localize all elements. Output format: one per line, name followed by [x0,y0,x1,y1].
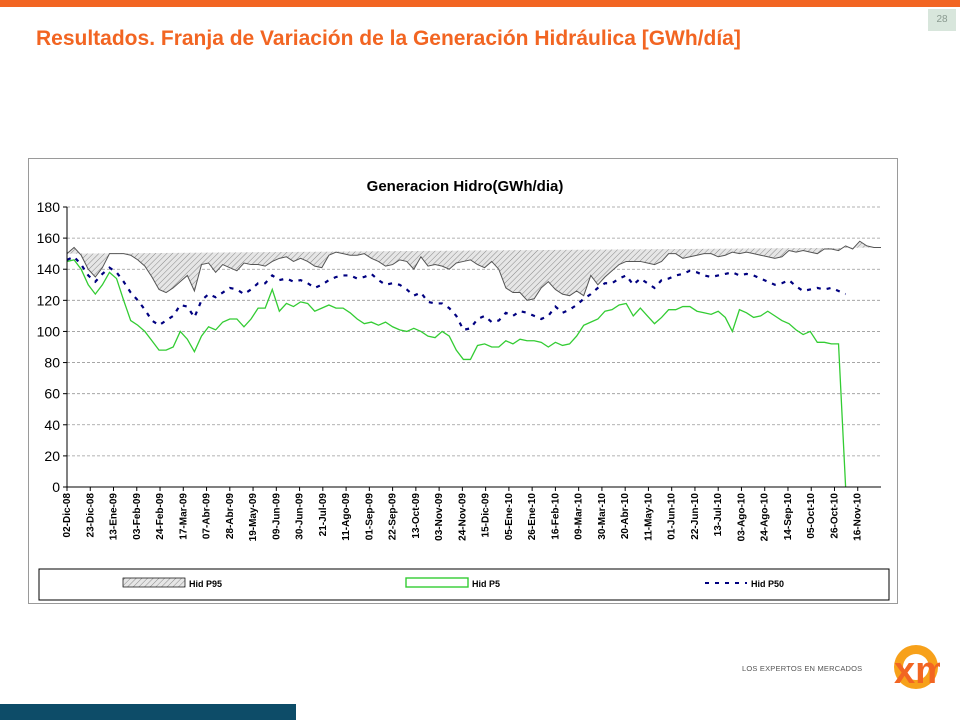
x-tick-label-12: 11-Ago-09 [341,493,352,541]
chart-frame: Generacion Hidro(GWh/dia) 0 20 40 60 80 100 12… [28,158,898,604]
y-tick-label-180: 180 [37,199,61,215]
x-tick-label-18: 15-Dic-09 [481,493,492,538]
series-lines [66,240,881,488]
x-tick-label-0: 02-Dic-08 [62,493,73,538]
y-tick-label-20: 20 [44,448,60,464]
logo-tagline: LOS EXPERTOS EN MERCADOS [742,664,863,673]
x-tick-label-9: 09-Jun-09 [271,493,282,540]
x-tick-label-7: 28-Abr-09 [225,493,236,540]
series-line-p95 [66,240,881,301]
x-tick-label-33: 26-Oct-10 [829,493,840,539]
page-number: 28 [928,9,956,31]
legend-label-p50: Hid P50 [751,579,784,589]
x-tick-label-15: 13-Oct-09 [411,493,422,539]
xm-logo: LOS EXPERTOS EN MERCADOS xm [742,640,942,695]
top-accent-bar [0,0,960,7]
x-tick-label-14: 22-Sep-09 [388,493,399,541]
x-tick-label-1: 23-Dic-08 [85,493,96,538]
logo-mark-text: xm [894,650,940,692]
y-tick-label-160: 160 [37,230,61,246]
x-tick-label-20: 26-Ene-10 [527,493,538,541]
x-tick-label-19: 05-Ene-10 [504,493,515,541]
y-tick-label-120: 120 [37,292,61,308]
x-tick-label-11: 21-Jul-09 [318,493,329,537]
chart-svg: Generacion Hidro(GWh/dia) 0 20 40 60 80 100 12… [37,178,890,601]
x-tick-label-34: 16-Nov-10 [853,493,864,541]
legend: Hid P95 Hid P5 Hid P50 [38,568,890,601]
x-tick-label-4: 24-Feb-09 [155,493,166,540]
slide-title: Resultados. Franja de Variación de la Ge… [36,27,741,50]
x-axis-ticks: 02-Dic-08 23-Dic-08 13-Ene-09 03-Feb-09 24-F… [62,487,864,541]
x-tick-label-24: 20-Abr-10 [620,493,631,540]
x-tick-label-13: 01-Sep-09 [364,493,375,541]
xm-logo-mark: xm [894,645,940,692]
x-tick-label-10: 30-Jun-09 [295,493,306,540]
x-tick-label-22: 09-Mar-10 [574,493,585,540]
y-tick-label-60: 60 [44,386,60,402]
x-tick-label-3: 03-Feb-09 [132,493,143,540]
p95-band [67,241,881,301]
y-axis-ticks: 0 20 40 60 80 100 120 140 160 180 [37,199,67,495]
x-tick-label-21: 16-Feb-10 [550,493,561,540]
series-line-p5 [66,259,847,488]
p95-p5-band [67,241,881,301]
x-tick-label-26: 01-Jun-10 [667,493,678,540]
y-tick-label-140: 140 [37,261,61,277]
x-tick-label-17: 24-Nov-09 [457,493,468,541]
x-tick-label-29: 03-Ago-10 [736,493,747,542]
x-tick-label-32: 05-Oct-10 [806,493,817,539]
legend-swatch-p95 [122,577,186,588]
legend-label-p95: Hid P95 [189,579,222,589]
y-tick-label-80: 80 [44,355,60,371]
footer-bar [0,704,296,720]
axes [66,207,881,488]
legend-label-p5: Hid P5 [472,579,500,589]
x-tick-label-8: 19-May-09 [248,493,259,542]
x-tick-label-23: 30-Mar-10 [597,493,608,540]
y-tick-label-40: 40 [44,417,60,433]
x-tick-label-6: 07-Abr-09 [202,493,213,540]
legend-swatch-p5 [405,577,469,588]
x-tick-label-30: 24-Ago-10 [760,493,771,542]
y-tick-label-100: 100 [37,323,61,339]
x-tick-label-31: 14-Sep-10 [783,493,794,541]
chart-title: Generacion Hidro(GWh/dia) [367,178,564,195]
x-tick-label-25: 11-May-10 [643,493,654,541]
x-tick-label-5: 17-Mar-09 [178,493,189,540]
gridlines [67,206,881,457]
x-tick-label-16: 03-Nov-09 [434,493,445,541]
x-tick-label-2: 13-Ene-09 [109,493,120,541]
series-line-p50 [66,255,847,332]
y-tick-label-0: 0 [52,479,60,495]
x-tick-label-28: 13-Jul-10 [713,493,724,537]
x-tick-label-27: 22-Jun-10 [690,493,701,540]
